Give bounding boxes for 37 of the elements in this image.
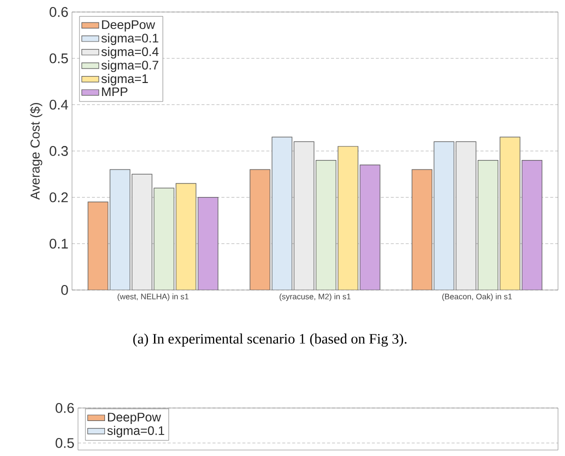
text: (a) In experimental scenario 1 (based on Fig 3). bbox=[133, 334, 406, 347]
bar bbox=[250, 169, 270, 290]
y-tick-label: 0.6 bbox=[50, 7, 68, 17]
bar bbox=[478, 160, 498, 290]
y-tick-label: 0 bbox=[61, 285, 68, 295]
bar bbox=[272, 136, 292, 290]
legend-label: DeepPow bbox=[108, 412, 162, 424]
legend-label: sigma=0.1 bbox=[107, 426, 164, 438]
bar bbox=[412, 169, 432, 290]
bar bbox=[434, 141, 454, 290]
legend-label: MPP bbox=[102, 87, 128, 96]
y-tick-label: 0.5 bbox=[50, 53, 68, 64]
y-tick-label: 0.6 bbox=[56, 403, 74, 413]
y-axis-title: Average Cost ($) bbox=[30, 102, 42, 200]
bar bbox=[338, 146, 358, 290]
y-tick-label: 0.2 bbox=[50, 192, 68, 202]
bar bbox=[154, 188, 174, 290]
y-tick-label: 0.4 bbox=[50, 100, 68, 110]
bar bbox=[198, 197, 218, 290]
legend-label: sigma=0.7 bbox=[101, 60, 158, 72]
bar bbox=[316, 160, 336, 290]
y-tick-label: 0.5 bbox=[56, 438, 74, 448]
bar bbox=[294, 141, 314, 290]
bar bbox=[132, 174, 152, 290]
legend-label: sigma=1 bbox=[101, 74, 148, 86]
bar bbox=[176, 183, 196, 290]
legend-label: sigma=0.4 bbox=[101, 46, 159, 59]
bar bbox=[360, 164, 380, 290]
bar bbox=[522, 160, 542, 290]
bar bbox=[88, 202, 108, 290]
bar bbox=[110, 169, 130, 290]
y-tick-label: 0.1 bbox=[50, 238, 68, 249]
y-tick-label: 0.3 bbox=[50, 146, 68, 156]
legend-label: DeepPow bbox=[102, 20, 156, 32]
legend-label: sigma=0.1 bbox=[101, 33, 158, 46]
bar bbox=[456, 141, 476, 290]
bar bbox=[500, 136, 520, 290]
